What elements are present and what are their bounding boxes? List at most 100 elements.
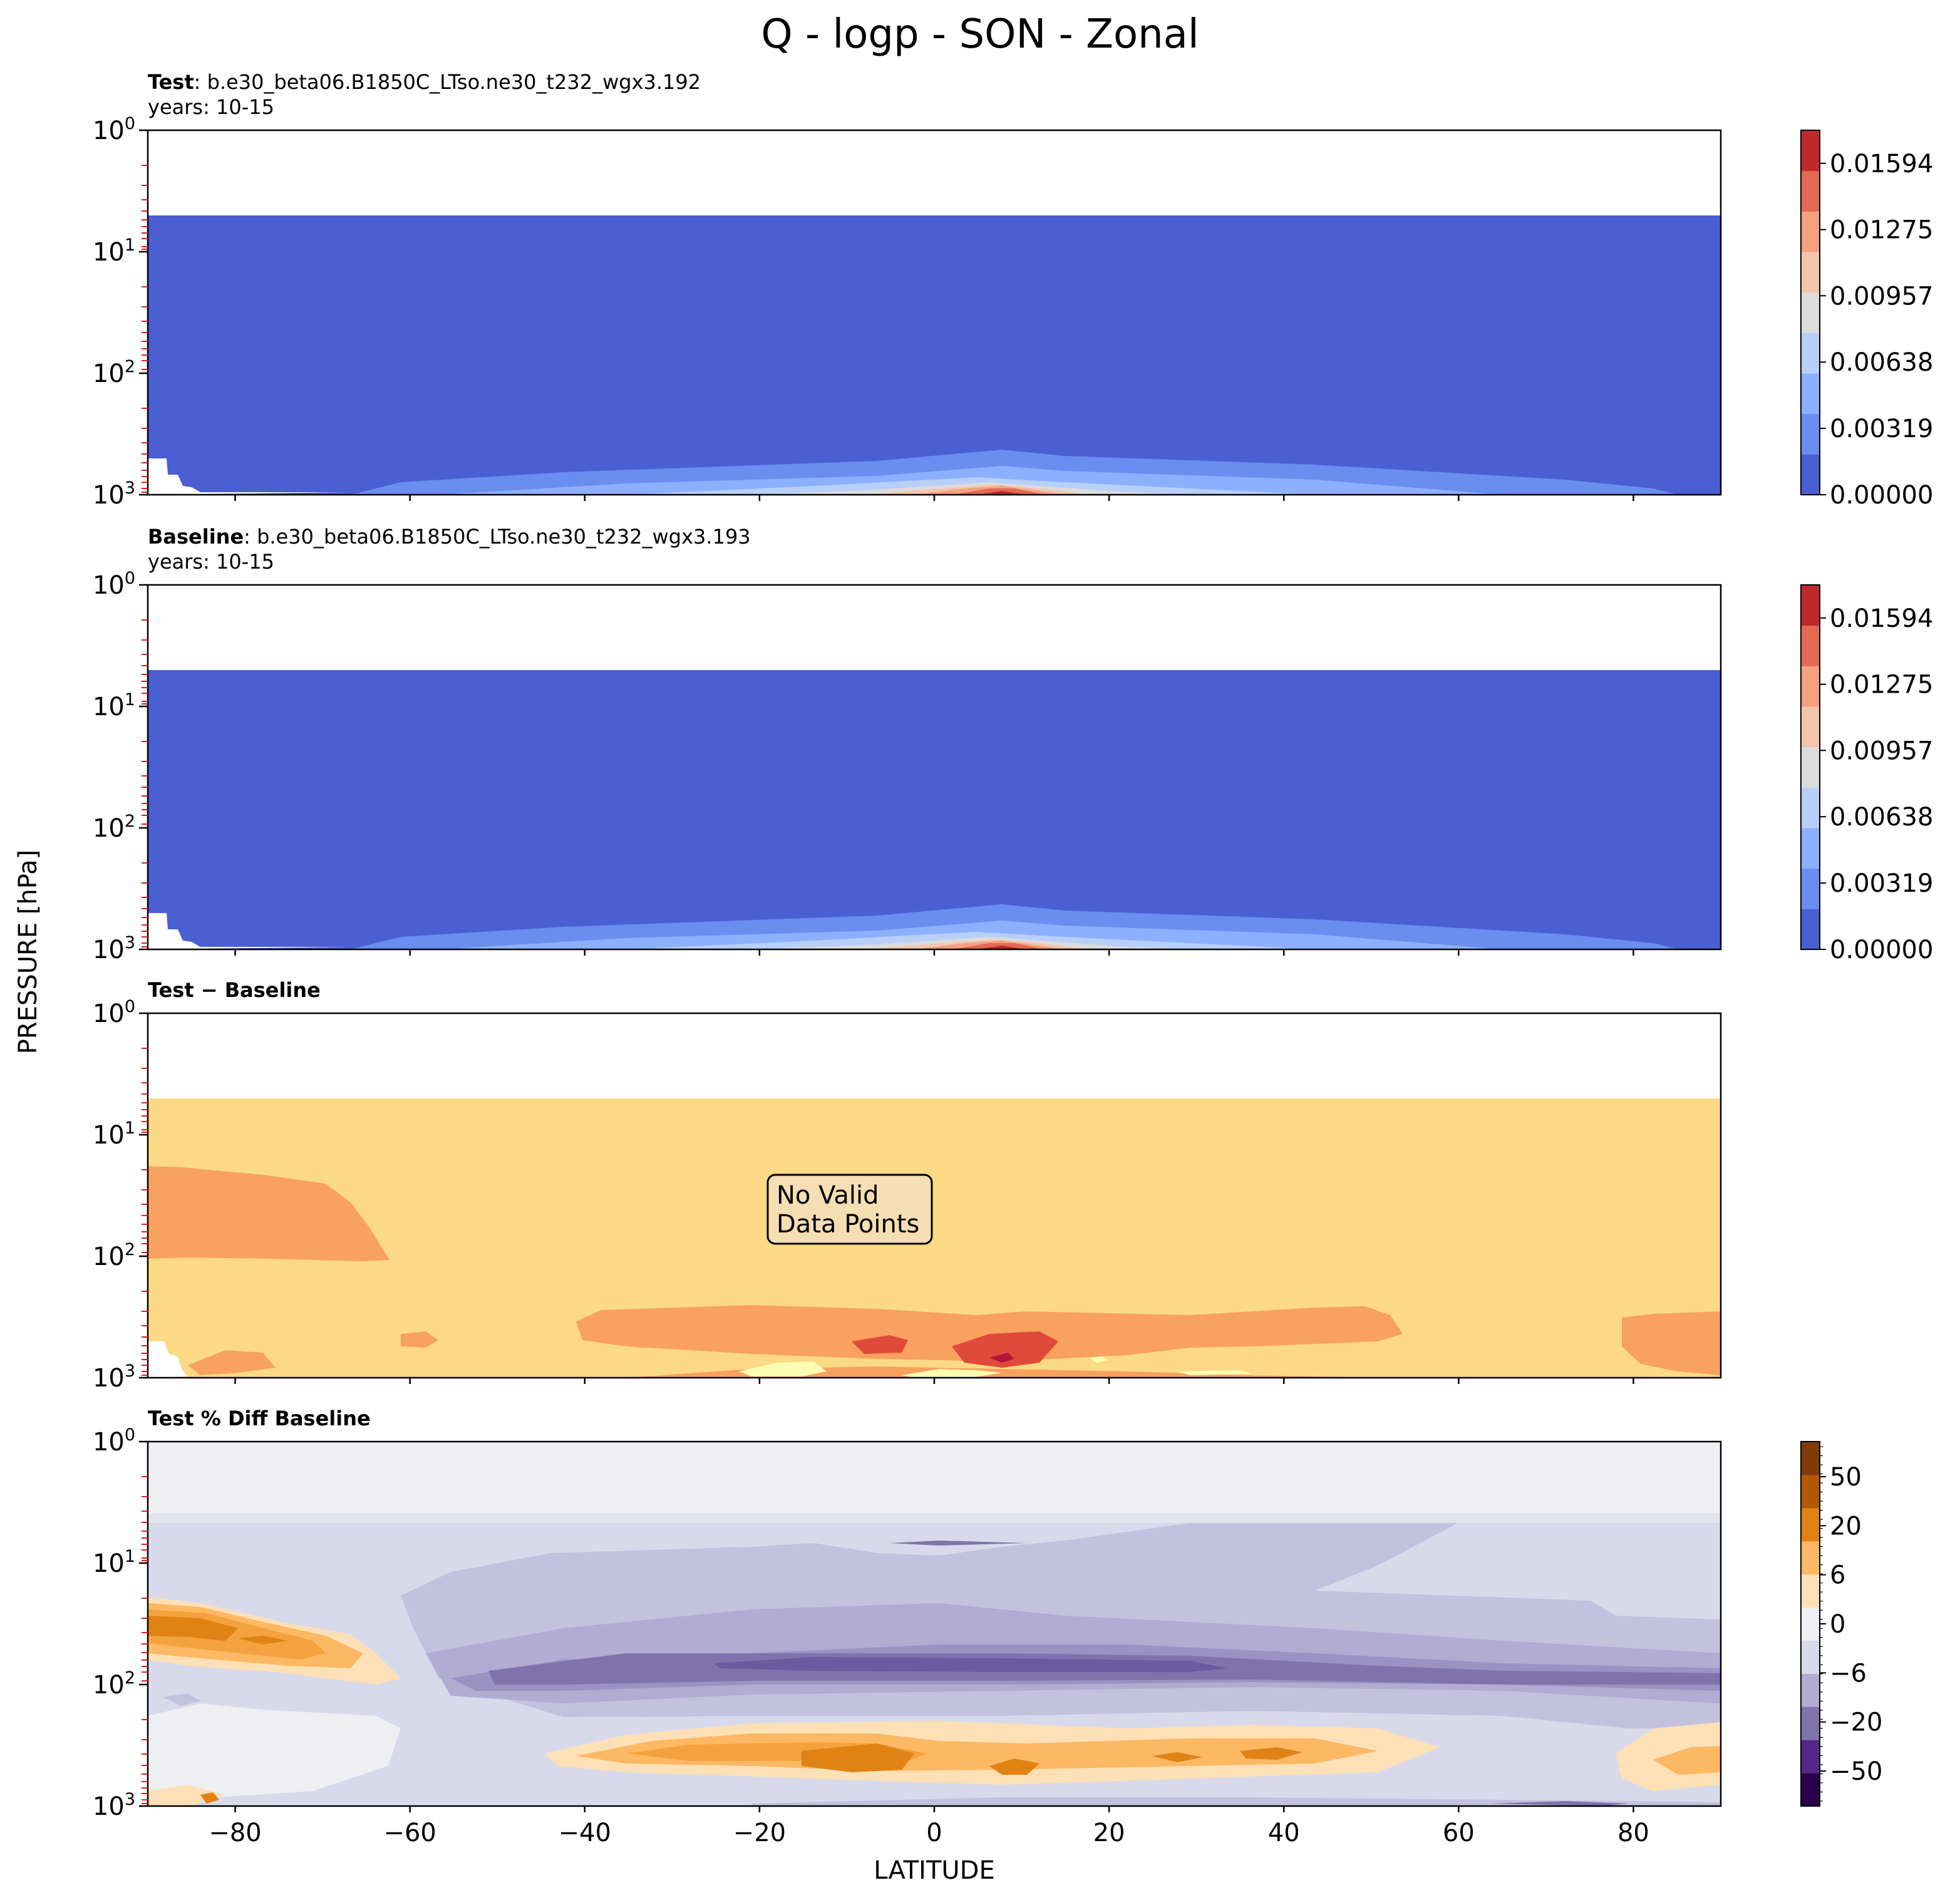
panel-test-x-ticks (234, 495, 1634, 501)
panel-baseline-years: years: 10-15 (148, 550, 274, 574)
y-tick-label: 103 (93, 478, 135, 510)
colorbar-segment (1801, 170, 1820, 212)
y-tick-label: 100 (93, 569, 135, 600)
x-tick-label: 80 (1617, 1819, 1649, 1847)
x-tick-label: 60 (1443, 1819, 1475, 1847)
colorbar-segment (1801, 1607, 1820, 1641)
panel-baseline-field (148, 670, 1721, 949)
panel-pct-diff-title: Test % Diff Baseline (148, 1407, 371, 1430)
panel-pct-diff: Test % Diff Baseline (93, 1407, 1722, 1847)
x-tick-label: 0 (926, 1819, 942, 1847)
panel-pct-diff-y-axis: 100 101 102 103 (93, 1425, 148, 1821)
panel-baseline: Baseline: b.e30_beta06.B1850C_LTso.ne30_… (93, 525, 1722, 964)
no-valid-data-line2: Data Points (776, 1210, 919, 1239)
colorbar-segment (1801, 1640, 1820, 1674)
y-tick-label: 100 (93, 1425, 135, 1457)
colorbar-segment (1801, 909, 1820, 950)
colorbar-segment (1801, 454, 1820, 495)
panel-test-years: years: 10-15 (148, 95, 274, 119)
colorbar-label: 0.00957 (1830, 736, 1933, 765)
panel-baseline-y-axis: 100 101 102 103 (93, 569, 148, 964)
colorbar-segment (1801, 1673, 1820, 1707)
y-tick-label: 101 (93, 690, 135, 721)
y-tick-label: 102 (93, 1240, 135, 1271)
y-tick-label: 103 (93, 1361, 135, 1393)
colorbar-segment (1801, 746, 1820, 788)
panel-pct-diff-x-ticks: −80 −60 −40 −20 0 20 40 60 80 (209, 1806, 1649, 1847)
panel-baseline-x-ticks (234, 949, 1634, 956)
colorbar-segment (1801, 666, 1820, 707)
colorbar-segment (1801, 373, 1820, 415)
colorbar-segment (1801, 585, 1820, 626)
y-tick-label: 103 (93, 1790, 135, 1821)
x-tick-label: 20 (1093, 1819, 1125, 1847)
colorbar-label: 0.00638 (1830, 803, 1933, 832)
colorbar-label: 50 (1830, 1463, 1862, 1492)
colorbar-label: −50 (1830, 1757, 1882, 1786)
panel-pct-diff-y-minor-ticks (142, 1476, 148, 1804)
colorbar-segment (1801, 787, 1820, 829)
no-valid-data-box (766, 1174, 933, 1245)
colorbar-test: 0.01594 0.01275 0.00957 0.00638 0.00319 0.000… (1800, 130, 1933, 510)
panel-diff: Test − Baseline No Valid (93, 978, 1722, 1393)
no-valid-data-line1: No Valid (776, 1181, 879, 1210)
colorbar-label: 0.00319 (1830, 869, 1933, 898)
colorbar-label: 0.00638 (1830, 348, 1933, 377)
y-tick-label: 101 (93, 1547, 135, 1578)
y-tick-label: 102 (93, 357, 135, 388)
colorbar-segment (1801, 130, 1820, 172)
colorbar-label: 0.00000 (1830, 936, 1933, 964)
y-tick-label: 102 (93, 812, 135, 843)
x-tick-label: 40 (1268, 1819, 1300, 1847)
colorbar-label: −6 (1830, 1659, 1867, 1688)
colorbar-segment (1801, 706, 1820, 748)
colorbar-label: 6 (1830, 1561, 1845, 1590)
y-tick-label: 101 (93, 235, 135, 267)
colorbar-label: 0.01594 (1830, 150, 1933, 178)
x-tick-label: −40 (559, 1819, 611, 1847)
panel-diff-y-axis: 100 101 102 103 (93, 997, 148, 1393)
panel-pct-diff-field (148, 1442, 1721, 1806)
x-axis-label: LATITUDE (874, 1856, 994, 1885)
colorbar-segment (1801, 211, 1820, 252)
colorbar-label: 20 (1830, 1512, 1862, 1541)
colorbar-segment (1801, 252, 1820, 293)
colorbar-segment (1801, 1474, 1820, 1509)
colorbar-pct-diff: 50 20 6 0 −6 −20 −50 (1800, 1441, 1882, 1807)
colorbar-segment (1801, 292, 1820, 333)
colorbar-segment (1801, 828, 1820, 869)
panel-test-field (148, 215, 1721, 495)
y-tick-label: 100 (93, 997, 135, 1028)
colorbar-segment (1801, 1574, 1820, 1608)
panel-diff-field (148, 1013, 1721, 1378)
colorbar-label: 0.00957 (1830, 282, 1933, 311)
colorbar-frame (1800, 584, 1820, 950)
panel-baseline-title: Baseline: b.e30_beta06.B1850C_LTso.ne30_… (148, 525, 751, 549)
colorbar-label: 0.01594 (1830, 604, 1933, 633)
panel-diff-title: Test − Baseline (148, 978, 321, 1002)
y-tick-label: 103 (93, 933, 135, 964)
colorbar-segment (1801, 333, 1820, 374)
x-tick-label: −60 (383, 1819, 436, 1847)
panel-diff-y-minor-ticks (142, 1048, 148, 1376)
colorbar-frame (1800, 130, 1820, 495)
panel-test: Test: b.e30_beta06.B1850C_LTso.ne30_t232… (93, 70, 1722, 510)
colorbar-label: 0 (1830, 1610, 1845, 1639)
colorbar-label: 0.01275 (1830, 671, 1933, 700)
panel-diff-x-ticks (234, 1378, 1634, 1384)
panel-baseline-y-minor-ticks (142, 619, 148, 947)
colorbar-baseline: 0.01594 0.01275 0.00957 0.00638 0.00319 0.000… (1800, 584, 1933, 964)
colorbar-segment (1801, 868, 1820, 909)
colorbar-label: 0.00319 (1830, 415, 1933, 443)
colorbar-segment (1801, 625, 1820, 666)
colorbar-segment (1801, 413, 1820, 455)
colorbar-label: 0.01275 (1830, 216, 1933, 245)
panel-test-y-minor-ticks (142, 165, 148, 493)
panel-test-title: Test: b.e30_beta06.B1850C_LTso.ne30_t232… (148, 70, 701, 94)
colorbar-segment (1801, 1773, 1820, 1807)
colorbar-segment (1801, 1541, 1820, 1575)
colorbar-segment (1801, 1706, 1820, 1740)
y-tick-label: 101 (93, 1118, 135, 1150)
y-tick-label: 100 (93, 114, 135, 145)
